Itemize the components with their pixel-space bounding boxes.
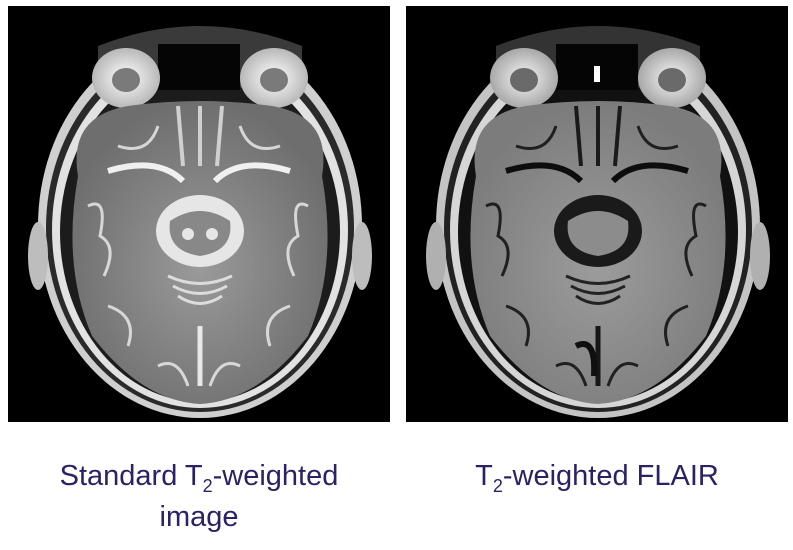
caption-standard-t2: Standard T2-weighted image	[8, 456, 390, 538]
caption-left-line2: image	[159, 501, 239, 533]
flair-brain-axial-slice	[406, 6, 788, 422]
caption-right-prefix: T	[475, 460, 493, 492]
caption-left-prefix: Standard T	[59, 460, 203, 492]
t2-mri-image	[8, 6, 390, 422]
flair-mri-image	[406, 6, 788, 422]
caption-flair: T2-weighted FLAIR	[406, 456, 788, 497]
t2-brain-axial-slice	[8, 6, 390, 422]
caption-left-subscript: 2	[202, 476, 213, 496]
caption-left-suffix: -weighted	[212, 460, 339, 492]
caption-right-suffix: -weighted FLAIR	[502, 460, 719, 492]
caption-right-subscript: 2	[492, 476, 503, 496]
